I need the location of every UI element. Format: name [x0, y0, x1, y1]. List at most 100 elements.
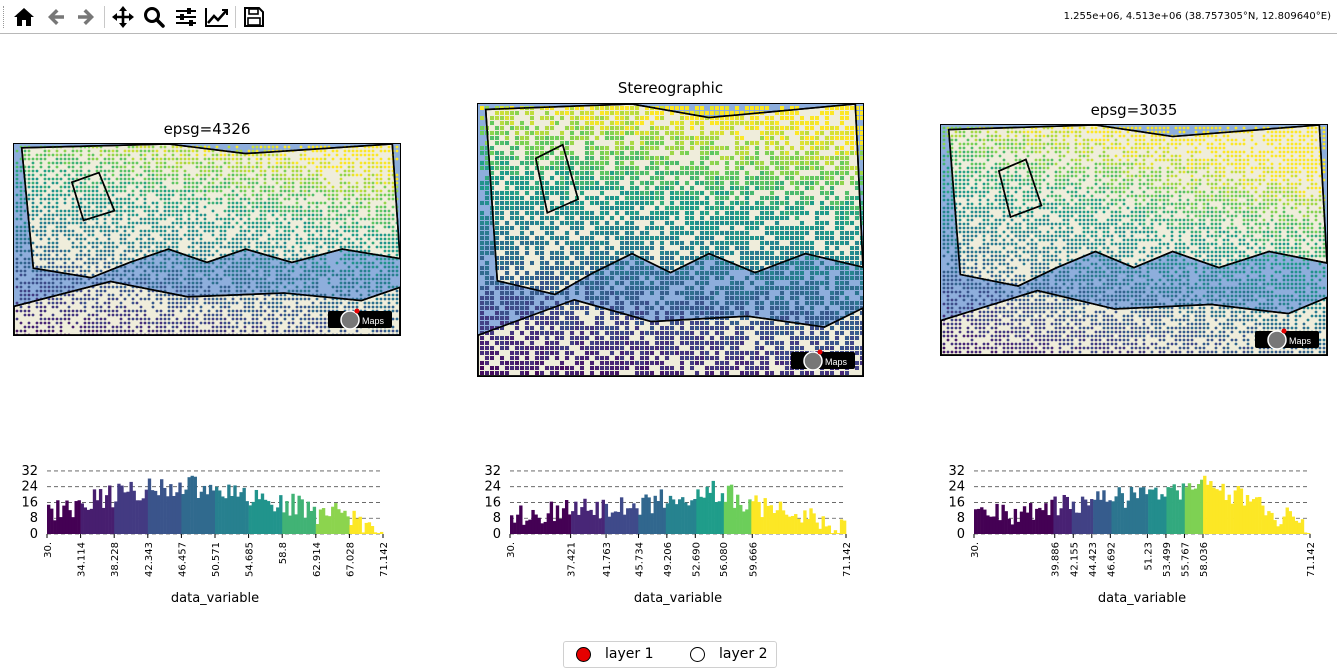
- histogram-bar: [208, 484, 213, 534]
- histogram-bar: [346, 516, 350, 534]
- histogram-bar: [702, 497, 706, 534]
- map-epsg3035[interactable]: Maps: [940, 124, 1328, 356]
- histogram-bar: [166, 496, 170, 534]
- histogram-bar: [595, 501, 599, 534]
- histogram-bar: [1279, 524, 1283, 534]
- data-points: [480, 106, 863, 375]
- histogram-bar: [665, 503, 670, 534]
- histogram-bar: [315, 524, 320, 534]
- histogram-bar: [1025, 512, 1030, 534]
- histogram-bar: [1291, 516, 1296, 534]
- histogram-bar: [696, 489, 700, 534]
- histogram-bar: [1248, 501, 1253, 534]
- histogram-bar: [379, 531, 384, 534]
- y-tick-label: 0: [30, 527, 38, 542]
- histogram-bar: [156, 495, 161, 534]
- legend-item-layer1[interactable]: layer 1: [576, 646, 653, 662]
- toolbar: 1.255e+06, 4.513e+06 (38.757305°N, 12.80…: [0, 0, 1337, 34]
- histogram-bar: [312, 506, 317, 534]
- histogram-bar: [540, 523, 544, 534]
- forward-button[interactable]: [72, 4, 100, 30]
- histogram-bar: [806, 519, 810, 534]
- histogram-bar: [178, 482, 182, 534]
- x-tick-label: 42.155: [1069, 542, 1080, 577]
- legend-item-layer2[interactable]: layer 2: [690, 646, 767, 662]
- histogram-bar: [236, 496, 240, 534]
- histogram-bar: [763, 498, 767, 534]
- histogram-bar: [1273, 520, 1277, 534]
- histogram-bar: [86, 509, 91, 534]
- histogram-bar: [998, 520, 1002, 534]
- histogram-bars: [974, 475, 1311, 534]
- edit-axis-button[interactable]: [203, 4, 231, 30]
- histogram-bar: [842, 520, 847, 534]
- x-tick-label: 34.114: [77, 542, 88, 577]
- histogram-bar: [108, 485, 112, 534]
- histogram-bar: [607, 516, 612, 534]
- histogram-bar: [641, 497, 645, 534]
- histogram-bar: [1282, 516, 1286, 534]
- histogram-bar: [56, 500, 60, 534]
- histogram-bar: [818, 528, 822, 534]
- histogram-bar: [974, 509, 978, 534]
- histogram-bar: [300, 499, 304, 534]
- histogram-bar: [992, 516, 996, 534]
- histogram-bar: [101, 507, 106, 534]
- x-tick-label: 59.666: [748, 542, 759, 577]
- histogram-bar: [1196, 484, 1201, 534]
- eomaps-logo: Maps: [791, 349, 855, 371]
- x-tick-label: 52.690: [691, 542, 702, 577]
- arrow-right-icon: [78, 9, 94, 25]
- x-tick-label: 41.763: [602, 542, 613, 577]
- histogram-bar: [751, 501, 755, 534]
- histogram-bar: [1010, 524, 1015, 534]
- home-button[interactable]: [10, 4, 38, 30]
- histogram-bar: [1087, 505, 1091, 534]
- histogram-bar: [1163, 496, 1167, 534]
- histogram-bar: [224, 498, 228, 534]
- histogram-bar: [221, 496, 225, 534]
- histogram-xlabel: data_variable: [1097, 591, 1187, 606]
- y-tick-label: 24: [948, 480, 965, 495]
- magnifier-icon: [144, 7, 165, 28]
- histogram-bar: [684, 502, 688, 534]
- histogram-bar: [1190, 489, 1195, 534]
- histogram-bar: [647, 497, 651, 534]
- histogram-bar: [1258, 496, 1262, 534]
- histogram-bar: [279, 495, 283, 534]
- histogram-bar: [564, 500, 569, 534]
- y-tick-label: 0: [957, 527, 965, 542]
- back-button[interactable]: [42, 4, 70, 30]
- histogram-bar: [690, 500, 694, 534]
- histogram-bar: [187, 477, 191, 534]
- pan-button[interactable]: [109, 4, 137, 30]
- histogram-bar: [732, 507, 737, 534]
- histogram-bar: [181, 494, 185, 534]
- toolbar-grip[interactable]: [3, 6, 6, 28]
- x-tick-label: 30.: [970, 542, 981, 558]
- move-icon: [112, 6, 134, 28]
- x-tick-label: 67.028: [345, 542, 356, 577]
- histogram-bar: [1126, 500, 1131, 534]
- configure-subplots-button[interactable]: [172, 4, 200, 30]
- zoom-button[interactable]: [140, 4, 168, 30]
- map-stereographic[interactable]: Maps: [477, 103, 864, 377]
- histogram-bar: [1175, 490, 1179, 534]
- histogram-bar: [352, 510, 356, 534]
- histogram-bar: [1080, 496, 1085, 534]
- histogram-bar: [1077, 512, 1082, 534]
- map-epsg4326[interactable]: Maps: [13, 143, 401, 336]
- histogram-bar: [65, 500, 69, 534]
- logo-text: Maps: [1289, 336, 1312, 346]
- histogram-bar: [288, 515, 292, 534]
- floppy-disk-icon: [244, 7, 264, 27]
- histogram-bar: [839, 519, 844, 534]
- histogram-bar: [98, 489, 103, 534]
- histogram-bar: [153, 490, 158, 534]
- histogram-bar: [349, 525, 353, 534]
- histogram-bar: [977, 508, 981, 534]
- histogram-bar: [260, 493, 265, 534]
- toolbar-separator: [235, 6, 236, 28]
- save-button[interactable]: [240, 4, 268, 30]
